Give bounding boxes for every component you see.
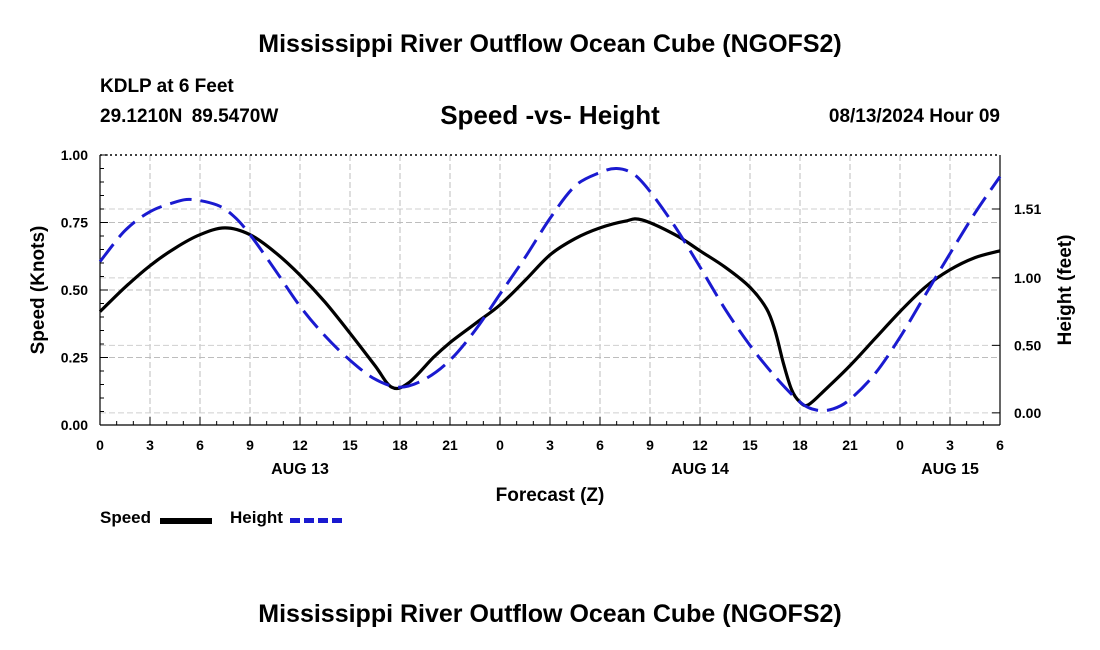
legend-speed-label: Speed — [100, 508, 152, 527]
x-tick-label: 6 — [996, 437, 1004, 453]
page-title: Mississippi River Outflow Ocean Cube (NG… — [258, 30, 842, 58]
x-tick-label: 15 — [342, 437, 358, 453]
legend-height-label: Height — [230, 508, 283, 527]
x-tick-label: 0 — [496, 437, 504, 453]
x-tick-label: 21 — [842, 437, 858, 453]
y2-axis-label: Height (feet) — [1055, 235, 1076, 346]
x-tick-label: 12 — [292, 437, 308, 453]
longitude: 89.5470W — [191, 106, 279, 127]
y2-tick-label: 0.00 — [1014, 405, 1041, 421]
x-tick-label: 6 — [596, 437, 604, 453]
x-tick-label: 9 — [246, 437, 254, 453]
y-tick-label: 1.00 — [61, 147, 88, 163]
x-date-label: AUG 13 — [271, 461, 329, 478]
y2-tick-label: 1.51 — [1014, 201, 1041, 217]
x-tick-label: 21 — [442, 437, 458, 453]
x-tick-label: 15 — [742, 437, 758, 453]
x-tick-label: 12 — [692, 437, 708, 453]
x-tick-label: 0 — [896, 437, 904, 453]
y2-tick-label: 0.50 — [1014, 337, 1041, 353]
legend-speed-swatch — [160, 518, 212, 524]
latitude: 29.1210N — [100, 106, 183, 127]
x-date-label: AUG 15 — [921, 461, 979, 478]
y-axis-label: Speed (Knots) — [28, 226, 49, 355]
station-coordinates: 29.1210N 89.5470W — [100, 106, 278, 128]
y2-tick-label: 1.00 — [1014, 270, 1041, 286]
forecast-datetime: 08/13/2024 Hour 09 — [828, 106, 1000, 127]
legend-height-swatch — [290, 518, 342, 523]
station-name: KDLP at 6 Feet — [100, 76, 234, 97]
y-tick-label: 0.00 — [61, 417, 88, 433]
y-tick-label: 0.50 — [61, 282, 88, 298]
x-tick-label: 6 — [196, 437, 204, 453]
x-axis-label: Forecast (Z) — [496, 485, 605, 506]
footer-title: Mississippi River Outflow Ocean Cube (NG… — [258, 600, 842, 628]
x-tick-label: 3 — [946, 437, 954, 453]
y-tick-label: 0.75 — [61, 215, 88, 231]
x-tick-label: 9 — [646, 437, 654, 453]
chart-title: Speed -vs- Height — [440, 100, 660, 130]
x-tick-label: 0 — [96, 437, 104, 453]
series-line-speed — [98, 217, 1001, 408]
x-tick-label: 3 — [546, 437, 554, 453]
x-tick-label: 3 — [146, 437, 154, 453]
x-date-label: AUG 14 — [671, 461, 729, 478]
x-tick-label: 18 — [392, 437, 408, 453]
series-line-height — [98, 166, 1002, 413]
y-tick-label: 0.25 — [61, 350, 88, 366]
x-tick-label: 18 — [792, 437, 808, 453]
